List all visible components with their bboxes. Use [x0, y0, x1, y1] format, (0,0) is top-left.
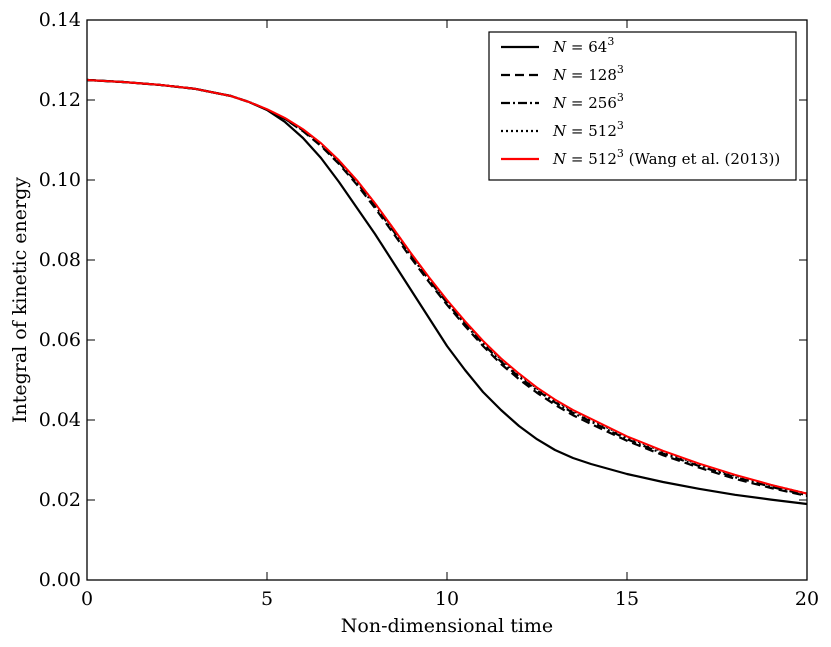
- legend-entry-label: N = 1283: [552, 63, 624, 84]
- y-tick-label: 0.14: [39, 9, 81, 31]
- tick-labels: 0 5 10 15 20 0.00 0.02 0.04 0.06 0.08 0.10 0.12 0.14: [39, 9, 819, 610]
- x-tick-label: 10: [435, 588, 459, 610]
- y-axis-label: Integral of kinetic energy: [9, 177, 31, 423]
- legend-box: [488, 31, 797, 181]
- legend-entry-label: N = 2563: [552, 91, 624, 112]
- x-tick-label: 0: [81, 588, 93, 610]
- y-tick-label: 0.12: [39, 89, 81, 111]
- y-tick-label: 0.00: [39, 569, 81, 591]
- legend-entry-label: N = 643: [552, 35, 614, 56]
- plot-frame: [86, 19, 808, 581]
- x-tick-label: 15: [615, 588, 639, 610]
- legend-entry-label: N = 5123 (Wang et al. (2013)): [552, 147, 780, 168]
- series-line-3: [86, 78, 808, 497]
- series-lines: [86, 78, 808, 506]
- series-line-5: [86, 79, 808, 495]
- y-tick-label: 0.02: [39, 489, 81, 511]
- x-axis-label: Non-dimensional time: [341, 615, 553, 637]
- series-line-2: [86, 78, 808, 498]
- y-tick-label: 0.10: [39, 169, 81, 191]
- x-tick-label: 5: [261, 588, 273, 610]
- x-tick-label: 20: [795, 588, 819, 610]
- y-tick-label: 0.08: [39, 249, 81, 271]
- y-tick-label: 0.04: [39, 409, 81, 431]
- legend-entry-label: N = 5123: [552, 119, 624, 140]
- y-tick-label: 0.06: [39, 329, 81, 351]
- legend: N = 643 N = 1283 N = 2563 N = 5123 N = 5123 …: [488, 31, 797, 181]
